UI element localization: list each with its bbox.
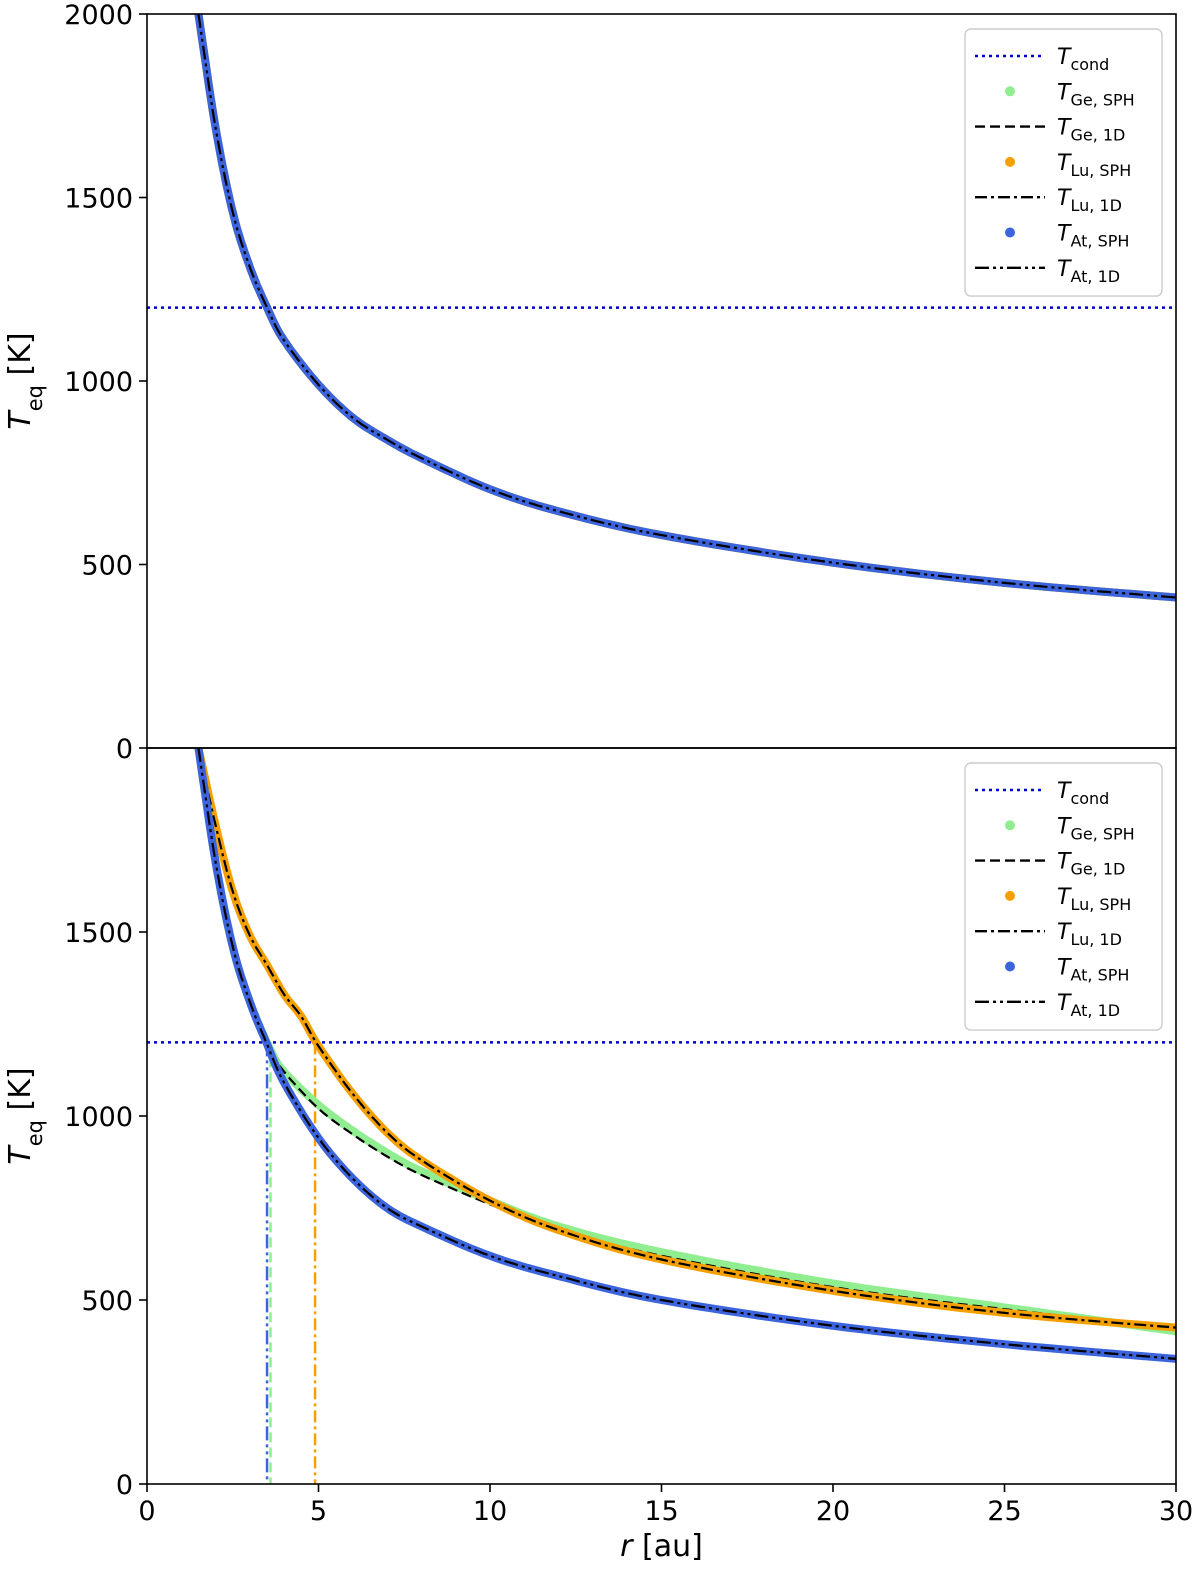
y-tick-label: 500 (81, 551, 133, 582)
point-at_sph (555, 1272, 563, 1280)
point-ge_sph (315, 1101, 322, 1109)
point-ge_sph (417, 1167, 425, 1175)
legend-marker (1005, 227, 1015, 238)
legend-marker (1005, 961, 1015, 972)
panel-bottom: 0 500 1000 1500 0 5 10 15 20 25 30 Teq [K] r [au] Tco… (3, 747, 1193, 1564)
legend-entry-label: TLu, SPH (1057, 151, 1131, 180)
legend-entry-label: TGe, 1D (1057, 850, 1125, 879)
series-at_1d (197, 14, 1176, 599)
legend-marker (1005, 820, 1015, 831)
legend-box (964, 28, 1163, 297)
y-tick-label: 1000 (64, 1102, 133, 1133)
legend-entry-label: TLu, 1D (1057, 186, 1122, 215)
legend-entry-label: TGe, 1D (1057, 116, 1125, 145)
y-tick-label: 0 (116, 734, 133, 765)
y-tick-label: 500 (81, 1286, 133, 1317)
point-ge_sph (829, 1279, 837, 1287)
y-axis-label: Teq [K] (3, 332, 47, 429)
legend-entry-label: TLu, SPH (1057, 885, 1131, 914)
legend-marker (1005, 156, 1015, 167)
x-tick-label: 10 (473, 1496, 507, 1527)
y-tick-label: 1500 (64, 184, 133, 215)
y-axis-label: Teq [K] (3, 1067, 47, 1164)
y-tick-label: 1000 (64, 367, 133, 398)
legend-entry-label: TAt, 1D (1057, 991, 1120, 1020)
legend-entry-label: TAt, SPH (1057, 222, 1129, 251)
legend-entry-label: TAt, 1D (1057, 257, 1120, 286)
legend-entry-label: TGe, SPH (1057, 80, 1135, 109)
x-tick-label: 0 (138, 1496, 155, 1527)
legend-marker (1005, 890, 1015, 901)
x-tick-label: 5 (310, 1496, 327, 1527)
y-tick-label: 1500 (64, 918, 133, 949)
legend-entry-label: TAt, SPH (1057, 956, 1129, 985)
point-at_sph (349, 1175, 357, 1183)
legend-marker (1005, 86, 1015, 97)
x-tick-label: 25 (987, 1496, 1021, 1527)
legend-box (964, 762, 1163, 1031)
legend-entry-label: TGe, SPH (1057, 814, 1135, 843)
x-tick-label: 30 (1159, 1496, 1193, 1527)
plot-area (147, 748, 1176, 1484)
series-at_1d (197, 748, 1176, 1360)
legend-entry-label: Tcond (1057, 45, 1109, 74)
legend-entry-label: TLu, 1D (1057, 920, 1122, 949)
legend: Tcond TGe, SPH TGe, 1D TLu, SPH TLu, 1D TAt, … (964, 762, 1163, 1031)
series-lu_1d (197, 748, 1176, 1329)
y-tick-label: 0 (116, 1470, 133, 1501)
x-tick-label: 15 (644, 1496, 678, 1527)
y-tick-label: 2000 (64, 0, 133, 31)
panel-top: 0 500 1000 1500 2000 Teq [K] Tcond TGe, SPH TGe,… (3, 0, 1177, 765)
x-tick-label: 20 (816, 1496, 850, 1527)
point-at_sph (555, 507, 563, 515)
point-at_sph (829, 1322, 837, 1330)
x-axis-label: r [au] (620, 1529, 703, 1564)
legend: Tcond TGe, SPH TGe, 1D TLu, SPH TLu, 1D TAt, … (964, 28, 1163, 297)
plot-area (147, 14, 1176, 602)
legend-entry-label: Tcond (1057, 779, 1109, 808)
point-at_sph (829, 559, 837, 567)
point-ge_sph (658, 1248, 665, 1256)
